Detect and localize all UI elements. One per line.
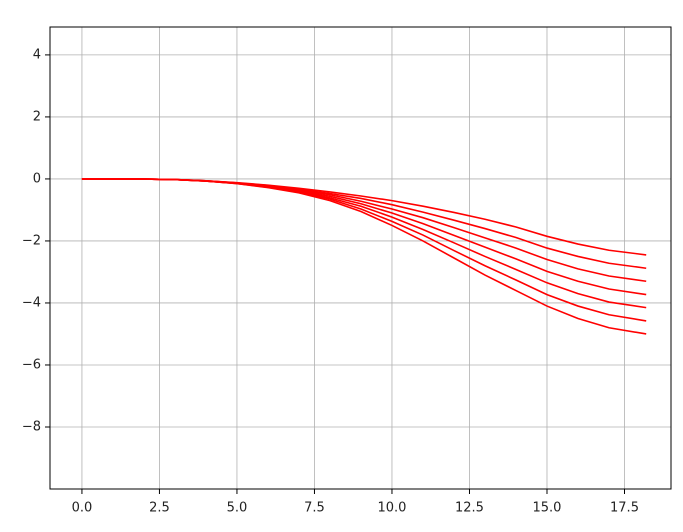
- y-tick-label: 4: [33, 47, 41, 62]
- y-tick-label: −8: [22, 419, 41, 434]
- y-tick-label: −4: [22, 295, 41, 310]
- y-tick-label: 2: [33, 109, 41, 124]
- y-tick-label: 0: [33, 171, 41, 186]
- x-tick-label: 7.5: [304, 501, 325, 516]
- x-tick-label: 5.0: [227, 501, 248, 516]
- plot-frame: [49, 26, 672, 490]
- x-tick-label: 12.5: [455, 501, 484, 516]
- x-tick-label: 10.0: [377, 501, 406, 516]
- y-tick-label: −6: [22, 357, 41, 372]
- x-tick-label: 17.5: [610, 501, 639, 516]
- x-tick-label: 2.5: [149, 501, 170, 516]
- line: [81, 178, 647, 335]
- x-tick-label: 0.0: [72, 501, 93, 516]
- y-tick-label: −2: [22, 233, 41, 248]
- x-tick-label: 15.0: [533, 501, 562, 516]
